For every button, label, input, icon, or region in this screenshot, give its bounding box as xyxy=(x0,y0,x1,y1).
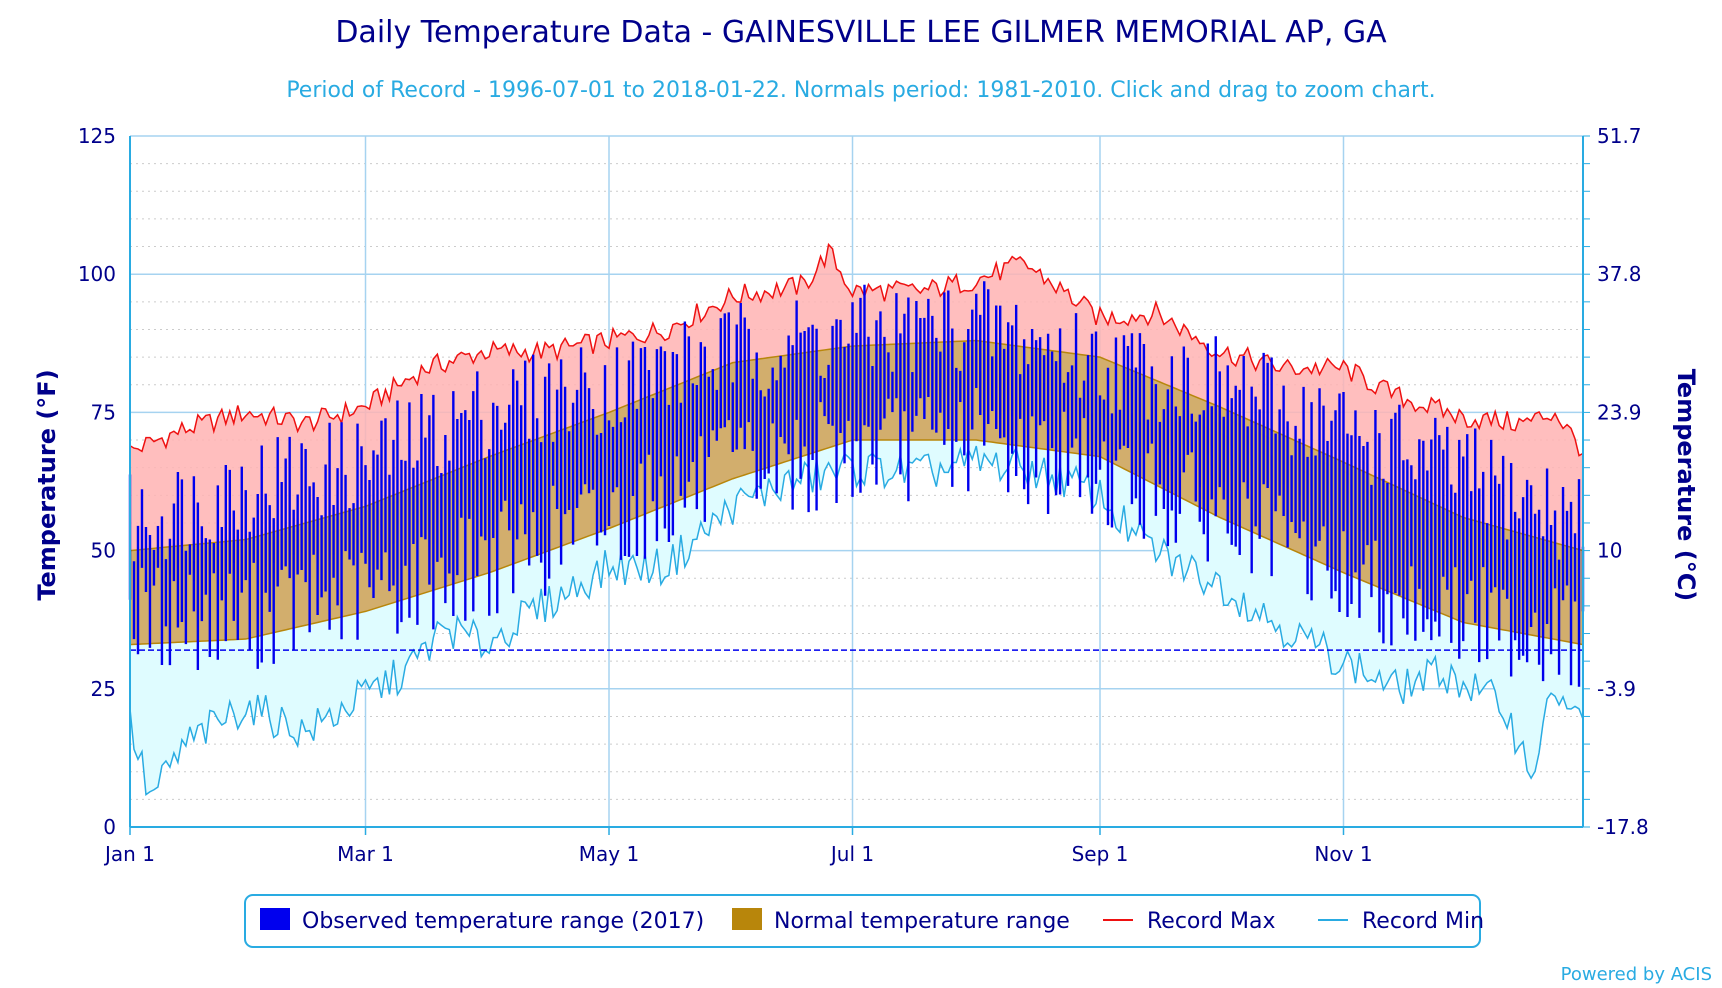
powered-by-credit[interactable]: Powered by ACIS xyxy=(1561,964,1712,985)
x-tick-label: Nov 1 xyxy=(1314,842,1372,866)
x-tick-label: May 1 xyxy=(579,842,639,866)
record-max-line xyxy=(129,242,1584,457)
record-min-line xyxy=(129,445,1584,796)
y-tick-label-right: 10 xyxy=(1597,539,1622,563)
y-axis-label-left: Temperature (°F) xyxy=(33,369,61,600)
x-tick-label: Jul 1 xyxy=(829,842,874,866)
record-min-band xyxy=(130,440,1583,795)
y-tick-label-left: 25 xyxy=(91,677,116,701)
y-tick-label-right: -17.8 xyxy=(1597,815,1649,839)
y-tick-label-left: 75 xyxy=(91,400,116,424)
chart-subtitle: Period of Record - 1996-07-01 to 2018-01… xyxy=(286,78,1435,103)
chart-title: Daily Temperature Data - GAINESVILLE LEE… xyxy=(335,15,1387,50)
y-tick-label-left: 125 xyxy=(78,124,116,148)
legend-observed-label[interactable]: Observed temperature range (2017) xyxy=(302,909,704,934)
legend-box xyxy=(244,894,1481,948)
y-tick-label-left: 50 xyxy=(91,539,116,563)
legend-record-min-label[interactable]: Record Min xyxy=(1362,909,1484,934)
y-tick-label-left: 0 xyxy=(103,815,116,839)
legend-normal-swatch xyxy=(732,908,762,930)
x-tick-label: Sep 1 xyxy=(1072,842,1129,866)
x-tick-label: Mar 1 xyxy=(337,842,394,866)
y-tick-label-right: 23.9 xyxy=(1597,400,1642,424)
x-tick-label: Jan 1 xyxy=(103,842,155,866)
legend: Observed temperature range (2017) Normal… xyxy=(244,894,1484,948)
y-tick-label-left: 100 xyxy=(78,262,116,286)
legend-observed-swatch xyxy=(260,908,290,930)
y-tick-label-right: 37.8 xyxy=(1597,262,1642,286)
legend-normal-label[interactable]: Normal temperature range xyxy=(774,909,1070,934)
y-tick-label-right: -3.9 xyxy=(1597,677,1636,701)
y-axis-label-right: Temperature (°C) xyxy=(1672,369,1700,602)
plot-area: 0 25 50 75 100 125 -17.8 -3.9 10 23.9 37.8 51.7 Jan … xyxy=(78,124,1649,866)
legend-record-max-label[interactable]: Record Max xyxy=(1147,909,1276,934)
y-tick-label-right: 51.7 xyxy=(1597,124,1642,148)
